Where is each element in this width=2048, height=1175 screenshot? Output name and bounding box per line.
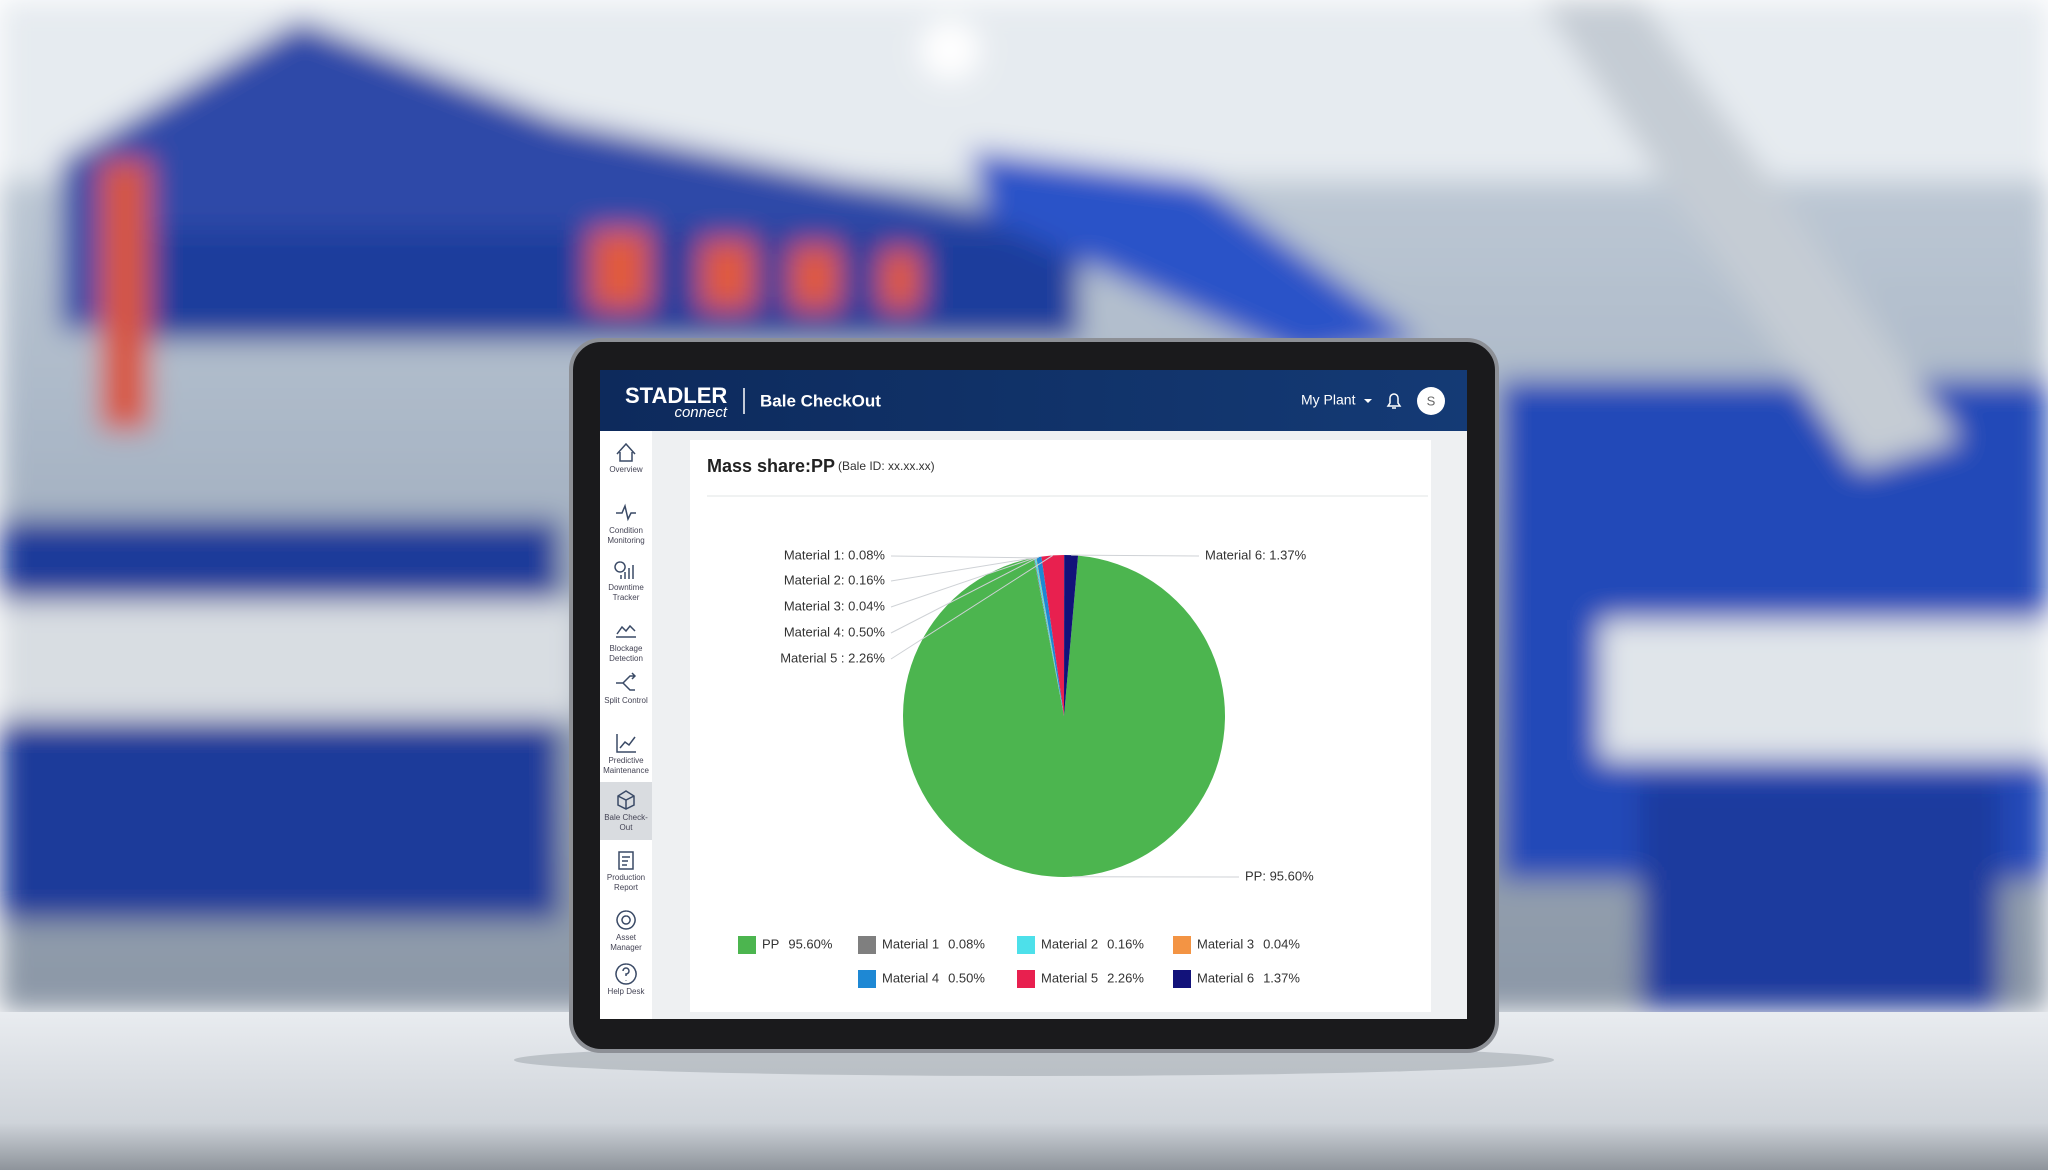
chart-title-material: PP bbox=[811, 456, 835, 476]
chart-subtitle: (Bale ID: xx.xx.xx) bbox=[838, 459, 935, 473]
legend-value[interactable]: 95.60% bbox=[788, 936, 833, 951]
legend-value[interactable]: 1.37% bbox=[1263, 970, 1300, 985]
plant-selector[interactable]: My Plant bbox=[1301, 392, 1356, 408]
sidebar-label[interactable]: Manager bbox=[610, 943, 642, 952]
legend-swatch[interactable] bbox=[1017, 970, 1035, 988]
legend-swatch[interactable] bbox=[1173, 970, 1191, 988]
legend-value[interactable]: 0.04% bbox=[1263, 936, 1300, 951]
sidebar-label[interactable]: Report bbox=[614, 883, 639, 892]
callout-label: Material 6: 1.37% bbox=[1205, 547, 1307, 562]
sidebar-label[interactable]: Split Control bbox=[604, 696, 648, 705]
legend-name[interactable]: Material 6 bbox=[1197, 970, 1254, 985]
sidebar-label[interactable]: Blockage bbox=[610, 644, 643, 653]
legend-value[interactable]: 0.16% bbox=[1107, 936, 1144, 951]
sidebar-label[interactable]: Out bbox=[620, 823, 634, 832]
sidebar-label[interactable]: Detection bbox=[609, 654, 643, 663]
legend-value[interactable]: 0.50% bbox=[948, 970, 985, 985]
sidebar-label[interactable]: Predictive bbox=[608, 756, 644, 765]
callout-label: Material 1: 0.08% bbox=[784, 547, 886, 562]
legend-value[interactable]: 0.08% bbox=[948, 936, 985, 951]
sidebar-label[interactable]: Overview bbox=[609, 465, 643, 474]
legend-swatch[interactable] bbox=[858, 970, 876, 988]
sidebar-label[interactable]: Production bbox=[607, 873, 645, 882]
sidebar-label[interactable]: Help Desk bbox=[608, 987, 646, 996]
sidebar-label[interactable]: Maintenance bbox=[603, 766, 649, 775]
legend-name[interactable]: Material 4 bbox=[882, 970, 939, 985]
callout-label: Material 4: 0.50% bbox=[784, 624, 886, 639]
chart-title: Mass share: bbox=[707, 456, 811, 476]
sidebar bbox=[600, 431, 652, 1019]
legend-swatch[interactable] bbox=[858, 936, 876, 954]
sidebar-label[interactable]: Monitoring bbox=[607, 536, 644, 545]
legend-name[interactable]: Material 1 bbox=[882, 936, 939, 951]
legend-name[interactable]: Material 3 bbox=[1197, 936, 1254, 951]
sidebar-label[interactable]: Asset bbox=[616, 933, 637, 942]
sidebar-label[interactable]: Downtime bbox=[608, 583, 644, 592]
callout-label: Material 3: 0.04% bbox=[784, 598, 886, 613]
legend-value[interactable]: 2.26% bbox=[1107, 970, 1144, 985]
callout-label: Material 2: 0.16% bbox=[784, 572, 886, 587]
callout-label: PP: 95.60% bbox=[1245, 868, 1314, 883]
sidebar-label[interactable]: Bale Check- bbox=[604, 813, 648, 822]
legend-name[interactable]: Material 5 bbox=[1041, 970, 1098, 985]
legend-swatch[interactable] bbox=[1173, 936, 1191, 954]
sidebar-label[interactable]: Tracker bbox=[613, 593, 640, 602]
sidebar-label[interactable]: Condition bbox=[609, 526, 643, 535]
legend-swatch[interactable] bbox=[1017, 936, 1035, 954]
app-title: Bale CheckOut bbox=[760, 391, 881, 410]
brand-sub: connect bbox=[674, 404, 727, 421]
legend-name[interactable]: PP bbox=[762, 936, 779, 951]
legend-swatch[interactable] bbox=[738, 936, 756, 954]
callout-label: Material 5 : 2.26% bbox=[780, 650, 885, 665]
avatar-initial[interactable]: S bbox=[1427, 393, 1436, 408]
legend-name[interactable]: Material 2 bbox=[1041, 936, 1098, 951]
